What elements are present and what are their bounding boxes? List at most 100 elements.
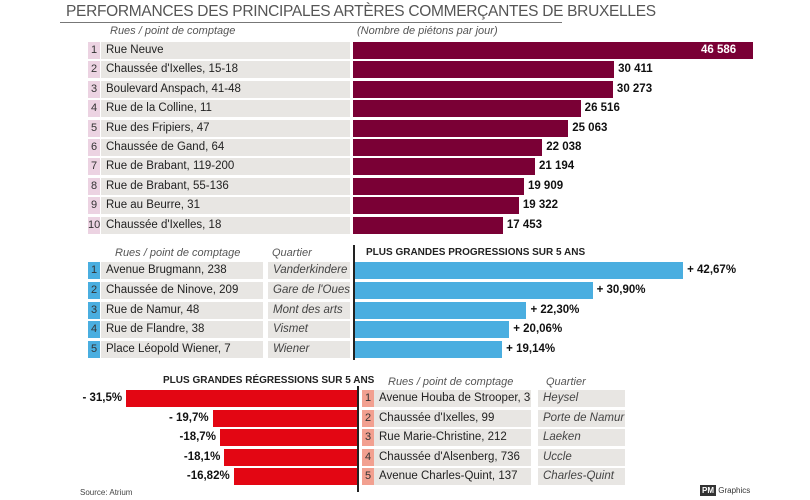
- col-header-streets-3: Rues / point de comptage: [388, 376, 514, 388]
- bar: [353, 80, 613, 98]
- street-label: Rue des Fripiers, 47: [101, 119, 350, 137]
- street-label: Avenue Brugmann, 238: [101, 262, 263, 279]
- quartier-label: Charles-Quint: [538, 468, 625, 486]
- rank-badge: 2: [88, 281, 100, 299]
- bar: [353, 158, 535, 176]
- rank-badge: 1: [362, 390, 374, 407]
- value-label: 30 411: [618, 63, 653, 76]
- value-label: + 22,30%: [530, 303, 580, 316]
- value-label: 22 038: [546, 141, 582, 153]
- bar: [355, 321, 510, 339]
- street-label: Rue de Brabant, 55-136: [101, 177, 350, 195]
- rank-badge: 2: [362, 409, 374, 427]
- rank-badge: 6: [88, 139, 100, 156]
- value-label: -18,1%: [183, 450, 221, 463]
- rank-badge: 8: [88, 177, 100, 195]
- quartier-label: Wiener: [268, 341, 350, 359]
- axis-line-regress: [357, 386, 359, 492]
- bar: [353, 42, 753, 59]
- value-label: + 30,90%: [596, 283, 646, 296]
- quartier-label: Heysel: [538, 390, 625, 407]
- bar: [212, 409, 357, 427]
- pm-logo: PM: [700, 485, 716, 496]
- credit-text: Graphics: [718, 486, 751, 495]
- street-label: Avenue Houba de Strooper, 38: [374, 390, 531, 407]
- rank-badge: 10: [88, 216, 100, 234]
- street-label: Chaussée de Gand, 64: [101, 139, 350, 156]
- quartier-label: Gare de l'Ouest: [268, 281, 350, 299]
- progressions-title: PLUS GRANDES PROGRESSIONS SUR 5 ANS: [366, 247, 586, 258]
- value-label: - 31,5%: [82, 392, 123, 404]
- street-label: Rue Neuve: [101, 42, 350, 59]
- quartier-label: Vanderkindere: [268, 262, 350, 279]
- value-label: 25 063: [572, 121, 608, 134]
- value-label: -18,7%: [179, 431, 216, 444]
- rank-badge: 4: [362, 448, 374, 466]
- bar: [224, 448, 357, 466]
- street-label: Chaussée d'Ixelles, 18: [101, 216, 350, 234]
- bar: [355, 262, 684, 279]
- value-label: 30 273: [616, 82, 653, 95]
- value-label: - 19,7%: [168, 411, 209, 424]
- rank-badge: 7: [88, 158, 100, 176]
- value-label: + 19,14%: [506, 343, 556, 356]
- bar: [353, 216, 503, 234]
- value-label: -16,82%: [186, 470, 230, 483]
- street-label: Chaussée d'Alsenberg, 736: [374, 448, 531, 466]
- bar: [353, 61, 615, 79]
- street-label: Chaussée de Ninove, 209: [101, 281, 263, 299]
- value-label: + 20,06%: [513, 323, 563, 336]
- rank-badge: 4: [88, 321, 100, 339]
- rank-badge: 1: [88, 262, 100, 279]
- bar: [126, 390, 357, 407]
- value-label: 21 194: [538, 160, 575, 173]
- rank-badge: 3: [88, 301, 100, 319]
- rank-badge: 2: [88, 61, 100, 79]
- col-header-quartier-2: Quartier: [272, 247, 312, 259]
- source-note: Source: Atrium: [80, 488, 133, 497]
- bar: [353, 177, 524, 195]
- quartier-label: Porte de Namur: [538, 409, 625, 427]
- rank-badge: 3: [88, 80, 100, 98]
- title-underline: [60, 22, 562, 23]
- rank-badge: 5: [88, 119, 100, 137]
- bar: [353, 119, 569, 137]
- regressions-title: PLUS GRANDES RÉGRESSIONS SUR 5 ANS: [163, 375, 375, 386]
- bar: [353, 100, 581, 118]
- street-label: Rue au Beurre, 31: [101, 197, 350, 215]
- value-label: 19 322: [522, 199, 559, 212]
- col-header-streets-2: Rues / point de comptage: [115, 247, 241, 259]
- chart-title: PERFORMANCES DES PRINCIPALES ARTÈRES COM…: [66, 3, 656, 20]
- street-label: Chaussée d'Ixelles, 99: [374, 409, 531, 427]
- street-label: Rue de Flandre, 38: [101, 321, 263, 339]
- bar: [353, 197, 519, 215]
- axis-line-progress: [353, 245, 355, 360]
- rank-badge: 5: [88, 341, 100, 359]
- rank-badge: 4: [88, 100, 100, 118]
- quartier-label: Vismet: [268, 321, 350, 339]
- col-header-streets-1: Rues / point de comptage: [110, 25, 236, 37]
- rank-badge: 1: [88, 42, 100, 59]
- value-label: 19 909: [527, 179, 564, 192]
- unit-label: (Nombre de piétons par jour): [357, 25, 498, 37]
- value-label: 17 453: [506, 218, 543, 231]
- street-label: Place Léopold Wiener, 7: [101, 341, 263, 359]
- street-label: Boulevard Anspach, 41-48: [101, 80, 350, 98]
- col-header-quartier-3: Quartier: [546, 376, 586, 388]
- street-label: Rue de la Colline, 11: [101, 100, 350, 118]
- quartier-label: Laeken: [538, 429, 625, 447]
- street-label: Rue de Namur, 48: [101, 301, 263, 319]
- rank-badge: 9: [88, 197, 100, 215]
- street-label: Chaussée d'Ixelles, 15-18: [101, 61, 350, 79]
- rank-badge: 5: [362, 468, 374, 486]
- bar: [355, 281, 593, 299]
- rank-badge: 3: [362, 429, 374, 447]
- bar: [219, 429, 357, 447]
- street-label: Avenue Charles-Quint, 137: [374, 468, 531, 486]
- street-label: Rue Marie-Christine, 212: [374, 429, 531, 447]
- quartier-label: Mont des arts: [268, 301, 350, 319]
- credit: PM Graphics: [700, 485, 751, 496]
- quartier-label: Uccle: [538, 448, 625, 466]
- bar: [233, 468, 357, 486]
- bar: [353, 139, 543, 156]
